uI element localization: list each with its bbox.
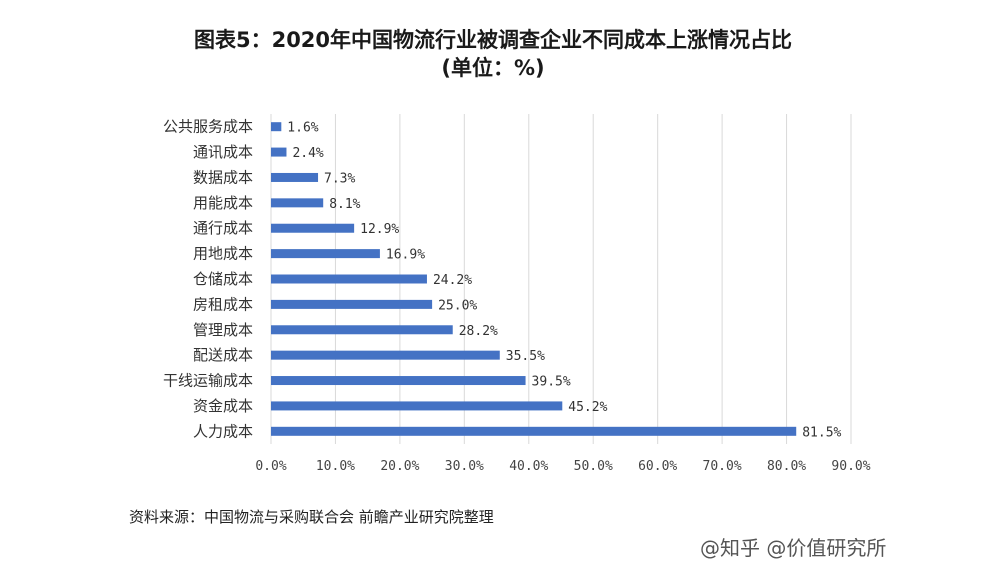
x-tick-label: 40.0% <box>509 459 548 474</box>
x-tick-label: 50.0% <box>574 459 613 474</box>
x-tick-label: 10.0% <box>316 459 355 474</box>
value-label: 8.1% <box>329 197 360 212</box>
bar <box>271 299 433 309</box>
category-label: 通行成本 <box>193 219 253 237</box>
x-tick-label: 20.0% <box>380 459 419 474</box>
x-tick-label: 30.0% <box>445 459 484 474</box>
category-label: 通讯成本 <box>193 143 253 161</box>
bar <box>271 350 500 360</box>
value-label: 1.6% <box>287 121 318 136</box>
value-label: 45.2% <box>568 400 607 415</box>
category-label: 数据成本 <box>193 168 253 186</box>
chart-title-line2: (单位：%) <box>441 56 545 80</box>
category-label: 仓储成本 <box>193 270 253 288</box>
value-label: 7.3% <box>324 171 355 186</box>
category-label: 配送成本 <box>193 346 253 364</box>
value-label: 12.9% <box>360 222 399 237</box>
bar <box>271 401 563 411</box>
category-label: 人力成本 <box>193 422 253 440</box>
source-note: 资料来源：中国物流与采购联合会 前瞻产业研究院整理 <box>129 508 494 526</box>
bar <box>271 172 319 182</box>
bar <box>271 426 797 436</box>
bar <box>271 249 380 259</box>
bar <box>271 223 355 233</box>
category-label: 资金成本 <box>193 397 253 415</box>
value-label: 16.9% <box>386 248 425 263</box>
category-label: 公共服务成本 <box>163 118 253 136</box>
chart-title: 图表5：2020年中国物流行业被调查企业不同成本上涨情况占比 (单位：%) <box>0 26 986 82</box>
value-label: 39.5% <box>532 375 571 390</box>
bar <box>271 274 427 284</box>
bar <box>271 198 324 208</box>
bar <box>271 122 282 132</box>
category-label: 用能成本 <box>193 194 253 212</box>
bar <box>271 325 453 335</box>
category-label: 房租成本 <box>193 295 253 313</box>
bar <box>271 376 526 386</box>
value-label: 24.2% <box>433 273 472 288</box>
chart-title-line1: 图表5：2020年中国物流行业被调查企业不同成本上涨情况占比 <box>193 28 793 52</box>
x-tick-label: 60.0% <box>638 459 677 474</box>
x-tick-label: 90.0% <box>831 459 870 474</box>
value-label: 28.2% <box>459 324 498 339</box>
value-label: 25.0% <box>438 298 477 313</box>
watermark: @知乎 @价值研究所 <box>700 536 887 560</box>
category-label: 用地成本 <box>193 245 253 263</box>
category-label: 干线运输成本 <box>163 372 253 390</box>
value-label: 2.4% <box>292 146 323 161</box>
x-tick-label: 70.0% <box>703 459 742 474</box>
value-label: 35.5% <box>506 349 545 364</box>
value-label: 81.5% <box>802 425 841 440</box>
x-tick-label: 80.0% <box>767 459 806 474</box>
category-label: 管理成本 <box>193 321 253 339</box>
x-tick-label: 0.0% <box>255 459 286 474</box>
bar <box>271 147 287 157</box>
